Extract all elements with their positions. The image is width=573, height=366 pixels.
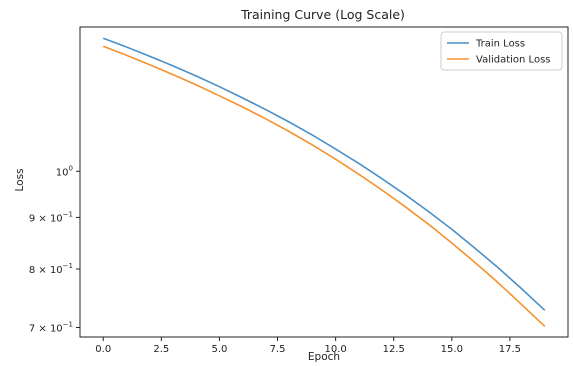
series-line-0 <box>102 37 546 311</box>
chart-title: Training Curve (Log Scale) <box>240 7 405 22</box>
y-tick-exponent: −1 <box>63 321 73 329</box>
x-tick-label: 0.0 <box>95 344 111 355</box>
y-tick-label: 9 × 10−1 <box>29 210 73 224</box>
y-tick-exponent: −1 <box>63 210 73 218</box>
legend-label-0: Train Loss <box>475 39 525 50</box>
y-tick-base: 8 × 10 <box>29 265 63 276</box>
x-tick-label: 10.0 <box>324 344 346 355</box>
y-tick-base: 10 <box>56 167 69 178</box>
y-tick-exponent: 0 <box>69 164 73 172</box>
x-axis-label: Epoch <box>308 351 340 363</box>
x-tick-label: 2.5 <box>153 344 169 355</box>
y-axis-label: Loss <box>14 168 26 191</box>
legend: Train Loss Validation Loss <box>440 31 563 71</box>
plot-area <box>79 26 569 338</box>
series-line-1 <box>102 45 546 327</box>
legend-box <box>440 31 563 71</box>
x-tick-label: 15.0 <box>441 344 463 355</box>
y-tick-label: 100 <box>56 164 73 178</box>
x-tick-label: 5.0 <box>211 344 227 355</box>
series-lines <box>102 37 546 327</box>
x-axis-ticks: 0.0 2.5 5.0 7.5 10.0 12.5 15.0 17.5 <box>95 337 521 355</box>
legend-label-1: Validation Loss <box>476 55 551 66</box>
x-tick-label: 12.5 <box>383 344 405 355</box>
y-tick-label: 8 × 10−1 <box>29 262 73 276</box>
x-tick-label: 17.5 <box>499 344 521 355</box>
y-tick-label: 7 × 10−1 <box>29 321 73 335</box>
x-tick-label: 7.5 <box>270 344 286 355</box>
y-tick-base: 9 × 10 <box>29 213 63 224</box>
y-tick-base: 7 × 10 <box>29 324 63 335</box>
y-tick-exponent: −1 <box>63 262 73 270</box>
